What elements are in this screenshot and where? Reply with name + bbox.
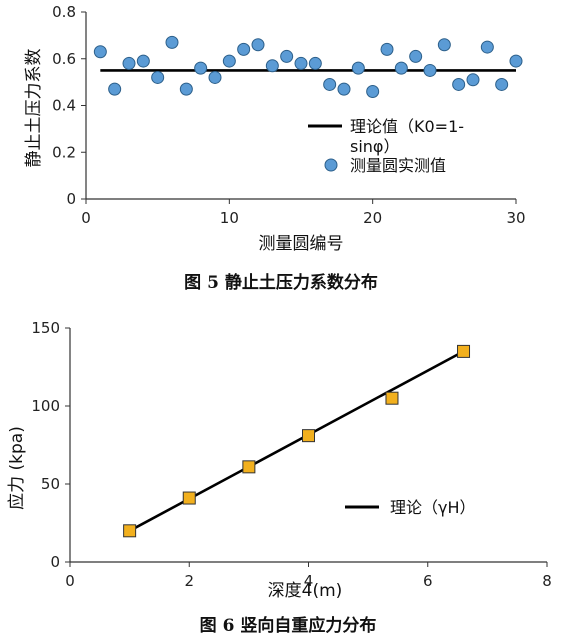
chart1-data-point (409, 49, 423, 63)
chart2-x-tick-label: 0 (65, 572, 75, 590)
chart1-data-point (208, 70, 222, 84)
chart1-legend-point-swatch (324, 158, 338, 172)
chart1-data-point (122, 56, 136, 70)
chart1-legend-line-label: 理论值（K0=1- (350, 117, 464, 136)
chart1: 0 0.2 0.4 0.6 0.8 0 10 20 30 静止土压力系数 测量圆编号 理论值（… (24, 3, 526, 293)
chart1-data-point (337, 82, 351, 96)
chart1-data-point (380, 42, 394, 56)
chart1-data-point (93, 45, 107, 59)
chart2-legend-line-label: 理论（γH） (390, 498, 476, 517)
chart1-x-axis-label: 测量圆编号 (259, 234, 344, 254)
chart1-y-tick-label: 0 (66, 190, 76, 208)
chart1-x-tick-label: 20 (363, 209, 382, 227)
chart1-legend-line-label-cont: sinφ） (350, 137, 399, 156)
chart1-data-point (237, 42, 251, 56)
chart1-data-point (437, 38, 451, 52)
chart1-y-tick-label: 0.6 (52, 50, 76, 68)
chart1-data-point (480, 40, 494, 54)
chart1-x-tick-label: 10 (220, 209, 239, 227)
chart1-data-point (194, 61, 208, 75)
chart1-x-tick-label: 0 (81, 209, 91, 227)
chart2-y-tick-label: 150 (31, 319, 60, 337)
chart2-caption: 图 6 竖向自重应力分布 (200, 615, 377, 636)
chart1-data-point (151, 70, 165, 84)
chart1-data-point (308, 56, 322, 70)
chart1-data-point (423, 63, 437, 77)
chart1-data-point (466, 73, 480, 87)
chart2-data-point (242, 460, 256, 474)
chart2-legend: 理论（γH） (345, 498, 476, 517)
chart1-data-point (366, 84, 380, 98)
chart1-legend: 理论值（K0=1- sinφ） 测量圆实测值 (308, 117, 464, 175)
chart1-x-tick-label: 30 (506, 209, 525, 227)
chart1-y-axis-label: 静止土压力系数 (24, 49, 44, 168)
chart1-data-point (509, 54, 523, 68)
chart1-caption: 图 5 静止土压力系数分布 (184, 272, 378, 293)
chart2-marks (123, 344, 471, 538)
chart2-y-ticks: 0 50 100 150 (31, 319, 70, 571)
chart2-data-point (123, 524, 137, 538)
chart2-x-tick-label: 4 (304, 572, 314, 590)
chart2-x-tick-label: 2 (184, 572, 194, 590)
chart2-axes (69, 328, 547, 563)
chart1-axes (85, 12, 516, 200)
chart1-y-tick-label: 0.8 (52, 3, 76, 21)
chart1-marks (93, 35, 523, 98)
chart1-data-point (294, 56, 308, 70)
chart2-x-ticks: 0 2 4 6 8 (65, 562, 552, 590)
chart1-data-point (179, 82, 193, 96)
chart1-data-point (452, 77, 466, 91)
chart2-x-axis-label: 深度4(m) (268, 581, 343, 601)
chart1-data-point (165, 35, 179, 49)
chart1-data-point (351, 61, 365, 75)
chart2-data-point (457, 344, 471, 358)
chart2-data-point (302, 429, 315, 443)
chart2-y-tick-label: 0 (50, 553, 60, 571)
chart1-x-ticks: 0 10 20 30 (81, 199, 526, 227)
chart1-data-point (251, 38, 265, 52)
chart2-data-point (385, 391, 399, 405)
chart1-data-point (323, 77, 337, 91)
chart2-x-tick-label: 8 (542, 572, 552, 590)
chart2: 0 50 100 150 0 2 4 6 8 应力 (kpa) 深度4(m) 理论（γH） 图… (7, 319, 552, 636)
chart1-data-point (136, 54, 150, 68)
chart1-y-tick-label: 0.2 (52, 143, 76, 161)
chart1-data-point (280, 49, 294, 63)
chart2-y-tick-label: 100 (31, 397, 60, 415)
chart2-x-tick-label: 6 (423, 572, 433, 590)
chart1-data-point (495, 77, 509, 91)
chart2-y-tick-label: 50 (41, 475, 60, 493)
chart1-legend-point-label: 测量圆实测值 (350, 156, 446, 175)
chart1-data-point (394, 61, 408, 75)
chart1-y-ticks: 0 0.2 0.4 0.6 0.8 (52, 3, 86, 208)
chart1-data-point (222, 54, 236, 68)
chart2-data-point (182, 491, 196, 505)
chart1-data-point (265, 59, 279, 73)
chart1-data-point (108, 82, 122, 96)
chart2-y-axis-label: 应力 (kpa) (7, 426, 27, 510)
chart1-y-tick-label: 0.4 (52, 97, 76, 115)
